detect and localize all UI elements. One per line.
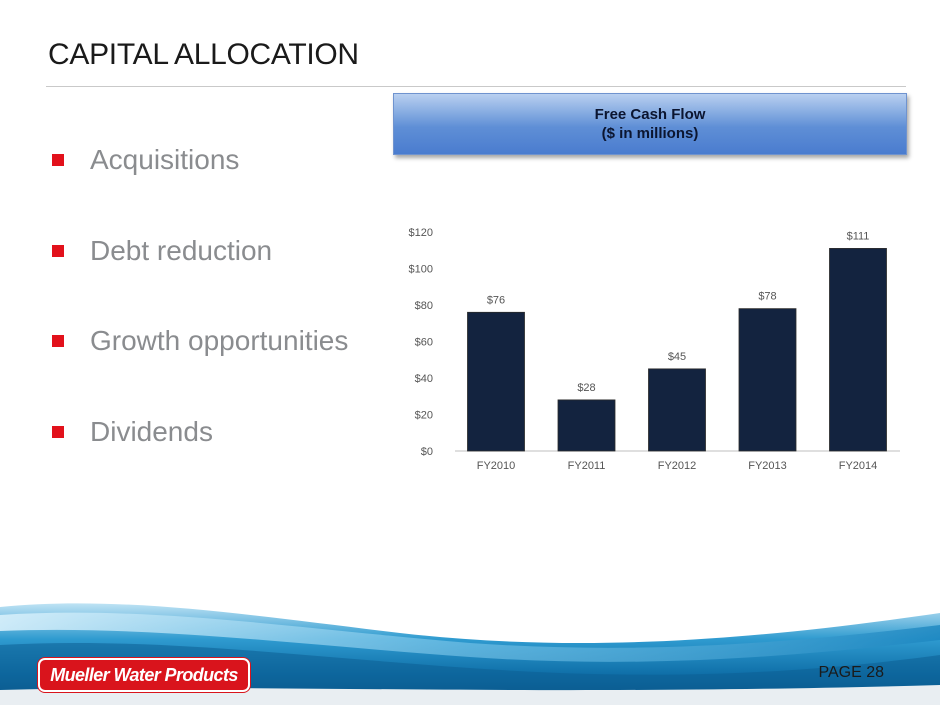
data-label: $28 <box>577 382 595 394</box>
data-label: $111 <box>847 230 870 242</box>
x-tick-label: FY2010 <box>477 460 516 472</box>
mueller-logo: Mueller Water Products <box>38 658 250 692</box>
page-title: CAPITAL ALLOCATION <box>48 38 359 71</box>
x-tick-label: FY2012 <box>658 460 697 472</box>
callout-line-1: Free Cash Flow <box>594 106 706 123</box>
data-label: $78 <box>758 291 776 303</box>
x-tick-label: FY2011 <box>568 460 606 472</box>
bar <box>467 311 525 452</box>
bullet-text: Acquisitions <box>90 144 240 175</box>
y-tick-label: $100 <box>409 264 433 276</box>
y-tick-label: $40 <box>415 373 433 385</box>
title-divider <box>46 86 906 87</box>
bar <box>648 368 706 452</box>
bar <box>829 248 887 452</box>
bullet-text: Growth opportunities <box>90 325 349 356</box>
page-number: PAGE 28 <box>818 664 884 681</box>
bullet-item: Dividends <box>52 414 348 505</box>
bullet-text: Dividends <box>90 415 213 447</box>
bullet-square-icon <box>52 244 64 257</box>
bullet-item: Debt reduction <box>52 233 348 324</box>
bullet-square-icon <box>52 425 64 438</box>
bullet-item: Growth opportunities <box>52 323 348 414</box>
y-tick-label: $0 <box>421 446 433 458</box>
data-label: $76 <box>487 294 505 306</box>
bar <box>738 308 797 452</box>
bullet-square-icon <box>52 154 64 166</box>
y-tick-label: $60 <box>415 337 433 349</box>
bar <box>557 399 616 452</box>
y-tick-label: $120 <box>409 227 433 239</box>
x-tick-label: FY2013 <box>748 460 787 472</box>
bullet-list: Acquisitions Debt reduction Growth oppor… <box>52 142 348 504</box>
bullet-item: Acquisitions <box>52 142 348 233</box>
y-tick-label: $20 <box>415 410 433 422</box>
free-cash-flow-chart: $0 $20 $40 $60 $80 $100 $120 $76 FY2010 $28 FY2011… <box>409 227 900 472</box>
bullet-text: Debt reduction <box>90 234 273 266</box>
y-tick-label: $80 <box>415 300 433 312</box>
callout-line-2: ($ in millions) <box>601 125 699 142</box>
chart-title-callout: Free Cash Flow ($ in millions) <box>393 93 907 155</box>
data-label: $45 <box>668 351 686 363</box>
x-tick-label: FY2014 <box>839 460 878 472</box>
logo-text: Mueller Water Products <box>50 664 238 685</box>
bullet-square-icon <box>52 335 64 347</box>
